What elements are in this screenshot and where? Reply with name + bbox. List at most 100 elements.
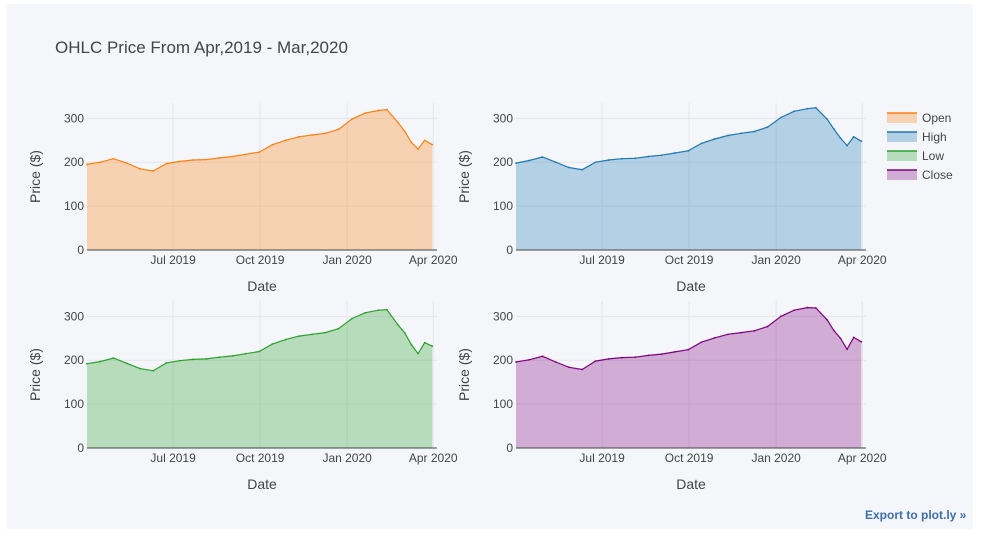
- data-point: [839, 137, 842, 140]
- data-point: [740, 331, 743, 334]
- x-tick-label: Oct 2019: [236, 253, 285, 267]
- data-point: [271, 143, 274, 146]
- data-point: [793, 110, 796, 113]
- data-point: [581, 168, 584, 171]
- data-point: [403, 130, 406, 133]
- data-point: [581, 368, 584, 371]
- data-point: [218, 356, 221, 359]
- y-tick-label: 0: [506, 243, 513, 257]
- data-point: [417, 148, 419, 150]
- data-point: [860, 340, 863, 343]
- x-tick-label: Oct 2019: [665, 253, 714, 267]
- data-point: [231, 155, 234, 158]
- data-point: [806, 306, 809, 309]
- data-point: [554, 361, 557, 363]
- data-point: [423, 341, 426, 344]
- data-point: [779, 116, 782, 119]
- x-axis-title: Date: [676, 476, 706, 492]
- data-point: [112, 357, 115, 359]
- data-point: [515, 361, 517, 363]
- legend-item-low[interactable]: Low: [887, 149, 944, 163]
- data-point: [377, 309, 380, 312]
- x-tick-label: Jan 2020: [322, 253, 372, 267]
- data-point: [397, 121, 400, 124]
- legend-item-high[interactable]: High: [887, 130, 947, 144]
- y-tick-label: 300: [493, 111, 513, 125]
- data-point: [634, 157, 637, 160]
- data-point: [385, 308, 388, 311]
- data-point: [152, 170, 155, 172]
- data-point: [86, 362, 88, 365]
- data-point: [423, 139, 426, 142]
- data-point: [178, 160, 181, 163]
- data-point: [753, 329, 756, 332]
- x-tick-label: Oct 2019: [236, 451, 285, 465]
- data-point: [245, 352, 247, 355]
- data-point: [660, 154, 663, 157]
- x-tick-label: Oct 2019: [665, 451, 714, 465]
- data-point: [86, 163, 88, 166]
- data-point: [647, 354, 650, 357]
- legend-item-close[interactable]: Close: [887, 168, 953, 182]
- legend-swatch: [887, 151, 917, 161]
- data-point: [431, 345, 434, 348]
- x-tick-label: Apr 2020: [838, 253, 887, 267]
- x-tick-label: Jan 2020: [751, 253, 801, 267]
- data-point: [687, 149, 690, 152]
- x-tick-label: Jul 2019: [150, 451, 196, 465]
- data-point: [852, 336, 855, 339]
- x-tick-label: Apr 2020: [409, 253, 458, 267]
- y-tick-label: 200: [64, 353, 84, 367]
- line-low: [86, 309, 433, 372]
- data-point: [687, 348, 690, 351]
- data-point: [634, 356, 637, 359]
- x-axis-title: Date: [676, 278, 706, 294]
- panel-low: 0 100 200 300 Jul 2019 Oct 2019 Jan 2020 Apr 20…: [27, 301, 458, 492]
- y-tick-label: 100: [493, 199, 513, 213]
- x-axis-title: Date: [247, 278, 277, 294]
- data-point: [152, 369, 155, 372]
- data-point: [826, 118, 829, 121]
- x-axis-title: Date: [247, 476, 277, 492]
- data-point: [284, 338, 287, 341]
- area-high: [516, 107, 862, 250]
- data-point: [311, 333, 314, 336]
- data-point: [515, 162, 517, 165]
- area-low: [87, 309, 433, 448]
- data-point: [271, 343, 274, 345]
- export-link[interactable]: Export to plot.ly »: [865, 508, 967, 522]
- legend-item-open[interactable]: Open: [887, 111, 951, 125]
- data-point: [139, 167, 141, 170]
- data-point: [431, 143, 434, 146]
- data-point: [806, 107, 809, 110]
- data-point: [726, 134, 729, 137]
- data-point: [125, 362, 128, 365]
- data-point: [674, 152, 676, 154]
- data-point: [779, 315, 782, 318]
- data-point: [258, 350, 261, 353]
- data-point: [528, 159, 531, 162]
- data-point: [417, 352, 419, 355]
- area-close: [516, 307, 862, 448]
- data-point: [337, 327, 340, 330]
- data-point: [297, 135, 300, 138]
- data-point: [364, 112, 367, 114]
- y-axis-title: Price ($): [456, 348, 472, 401]
- legend-swatch: [887, 132, 917, 142]
- data-point: [594, 161, 597, 164]
- data-point: [192, 159, 194, 161]
- data-point: [700, 142, 703, 145]
- y-tick-label: 100: [64, 397, 84, 411]
- x-tick-label: Jul 2019: [150, 253, 196, 267]
- y-tick-label: 0: [77, 441, 84, 455]
- data-point: [324, 331, 327, 334]
- y-tick-label: 300: [64, 111, 84, 125]
- panel-high: 0 100 200 300 Jul 2019 Oct 2019 Jan 2020 Apr 20…: [456, 103, 887, 294]
- data-point: [403, 332, 406, 334]
- data-point: [814, 106, 817, 109]
- chart-title: OHLC Price From Apr,2019 - Mar,2020: [55, 38, 348, 57]
- data-point: [700, 341, 703, 344]
- data-point: [178, 359, 181, 362]
- data-point: [568, 366, 570, 369]
